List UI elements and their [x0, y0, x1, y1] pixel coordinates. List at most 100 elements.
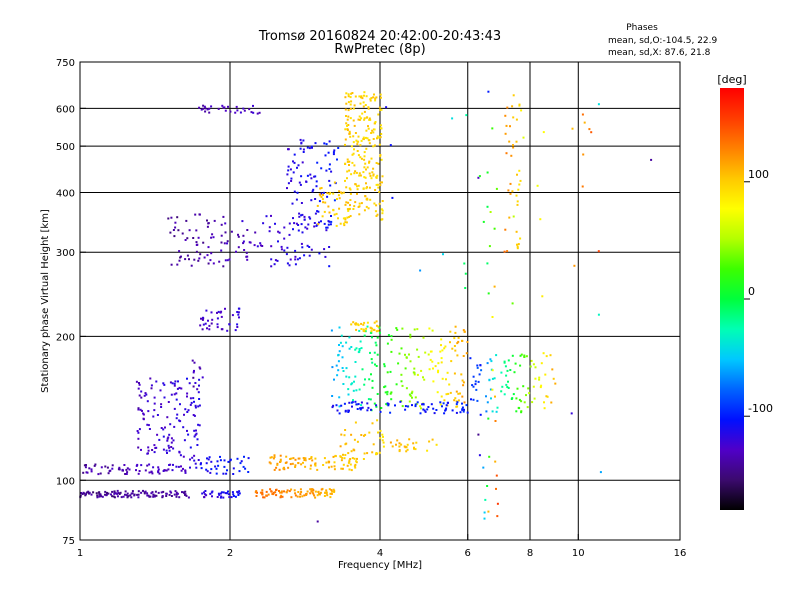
data-point: [199, 463, 202, 466]
data-point: [216, 326, 219, 329]
data-point: [290, 177, 293, 180]
data-point: [365, 147, 368, 150]
data-point: [376, 336, 379, 339]
data-point: [170, 495, 173, 497]
data-point: [172, 447, 175, 450]
data-point: [372, 96, 375, 99]
data-point: [389, 411, 392, 414]
data-point: [370, 330, 373, 333]
data-point: [358, 348, 361, 350]
data-point: [361, 406, 364, 409]
data-point: [252, 111, 255, 114]
data-point: [406, 443, 409, 446]
data-point: [364, 378, 366, 381]
data-point: [503, 360, 506, 363]
data-point: [346, 124, 348, 127]
data-point: [236, 326, 239, 328]
data-point: [532, 363, 535, 366]
data-point: [272, 457, 275, 460]
data-point: [382, 445, 385, 448]
data-point: [153, 409, 156, 412]
data-point: [328, 163, 331, 166]
data-point: [319, 194, 322, 197]
data-point: [204, 110, 207, 113]
data-point: [300, 242, 303, 245]
data-point: [462, 384, 465, 387]
data-point: [349, 192, 352, 195]
data-point: [333, 489, 336, 492]
data-point: [381, 212, 384, 215]
data-point: [350, 100, 353, 103]
data-point: [342, 217, 345, 220]
data-point: [135, 469, 137, 472]
data-point: [462, 410, 465, 413]
data-point: [398, 442, 401, 445]
data-point: [113, 496, 116, 499]
data-point: [118, 468, 121, 471]
data-point: [195, 432, 198, 435]
data-point: [348, 132, 351, 135]
data-point: [413, 373, 416, 376]
data-point: [381, 175, 384, 178]
data-point: [173, 425, 176, 428]
data-point: [244, 467, 247, 470]
stats-heading: Phases: [626, 23, 658, 33]
data-point: [401, 327, 404, 330]
data-point: [356, 457, 358, 460]
data-point: [178, 451, 181, 454]
data-point: [464, 272, 467, 275]
data-point: [223, 465, 226, 468]
data-point: [160, 403, 163, 406]
data-point: [406, 448, 409, 451]
data-point: [431, 329, 434, 332]
data-point: [166, 439, 169, 442]
data-point: [408, 393, 411, 396]
data-point: [541, 295, 544, 298]
data-point: [137, 472, 140, 475]
data-point: [210, 252, 213, 255]
x-tick-label: 2: [227, 548, 233, 559]
data-point: [543, 401, 545, 404]
data-point: [342, 453, 344, 456]
data-point: [416, 373, 419, 376]
data-point: [487, 417, 490, 420]
data-point: [378, 136, 381, 139]
data-point: [379, 154, 382, 156]
data-point: [375, 204, 378, 207]
data-point: [269, 462, 272, 465]
data-point: [310, 145, 313, 148]
data-point: [206, 108, 209, 111]
data-point: [333, 378, 335, 381]
data-point: [526, 406, 529, 409]
data-point: [551, 368, 554, 371]
data-point: [375, 176, 378, 179]
data-point: [353, 148, 355, 151]
data-point: [500, 371, 503, 374]
data-point: [367, 107, 370, 110]
data-point: [139, 408, 142, 411]
data-point: [314, 198, 317, 200]
data-point: [370, 408, 372, 411]
data-point: [460, 373, 463, 376]
data-point: [372, 443, 375, 446]
data-point: [409, 360, 412, 363]
data-point: [363, 166, 366, 169]
data-point: [368, 378, 371, 381]
data-point: [338, 405, 341, 408]
data-point: [461, 339, 463, 342]
data-point: [343, 402, 346, 405]
data-point: [371, 171, 374, 174]
data-point: [363, 94, 365, 97]
data-point: [525, 355, 528, 358]
data-point: [489, 211, 492, 213]
data-point: [354, 132, 357, 134]
data-point: [583, 121, 586, 124]
data-point: [202, 104, 205, 107]
data-point: [365, 182, 367, 185]
data-point: [226, 329, 229, 332]
data-point: [320, 192, 323, 195]
data-point: [386, 390, 389, 393]
data-point: [137, 490, 140, 493]
data-point: [331, 406, 334, 409]
data-point: [140, 390, 143, 393]
